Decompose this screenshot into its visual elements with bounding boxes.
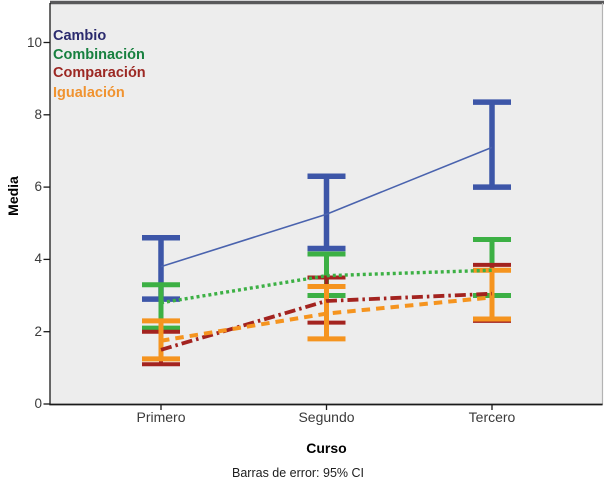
legend: Cambio Combinación Comparación Igualación	[53, 27, 146, 102]
y-tick-label: 6	[34, 179, 42, 195]
y-tick-label: 8	[34, 106, 42, 122]
y-tick-label: 0	[34, 396, 42, 411]
y-tick-label: 10	[26, 34, 42, 50]
y-tick-label: 2	[34, 323, 42, 339]
series-line-comparación	[160, 291, 493, 352]
series-line-combinación	[160, 268, 493, 305]
y-tick-label: 4	[34, 251, 42, 267]
series-line-igualación	[160, 295, 493, 343]
legend-item-comparación: Comparación	[53, 65, 146, 82]
x-tick-label: Primero	[136, 409, 186, 425]
legend-item-igualación: Igualación	[53, 84, 125, 101]
series-line-cambio	[160, 146, 493, 268]
x-axis-title: Curso	[306, 440, 347, 456]
legend-item-combinación: Combinación	[53, 46, 145, 63]
error-bars-note: Barras de error: 95% CI	[232, 466, 364, 480]
legend-item-cambio: Cambio	[53, 28, 107, 44]
x-tick-label: Segundo	[298, 409, 355, 425]
x-tick-label: Tercero	[468, 409, 516, 425]
